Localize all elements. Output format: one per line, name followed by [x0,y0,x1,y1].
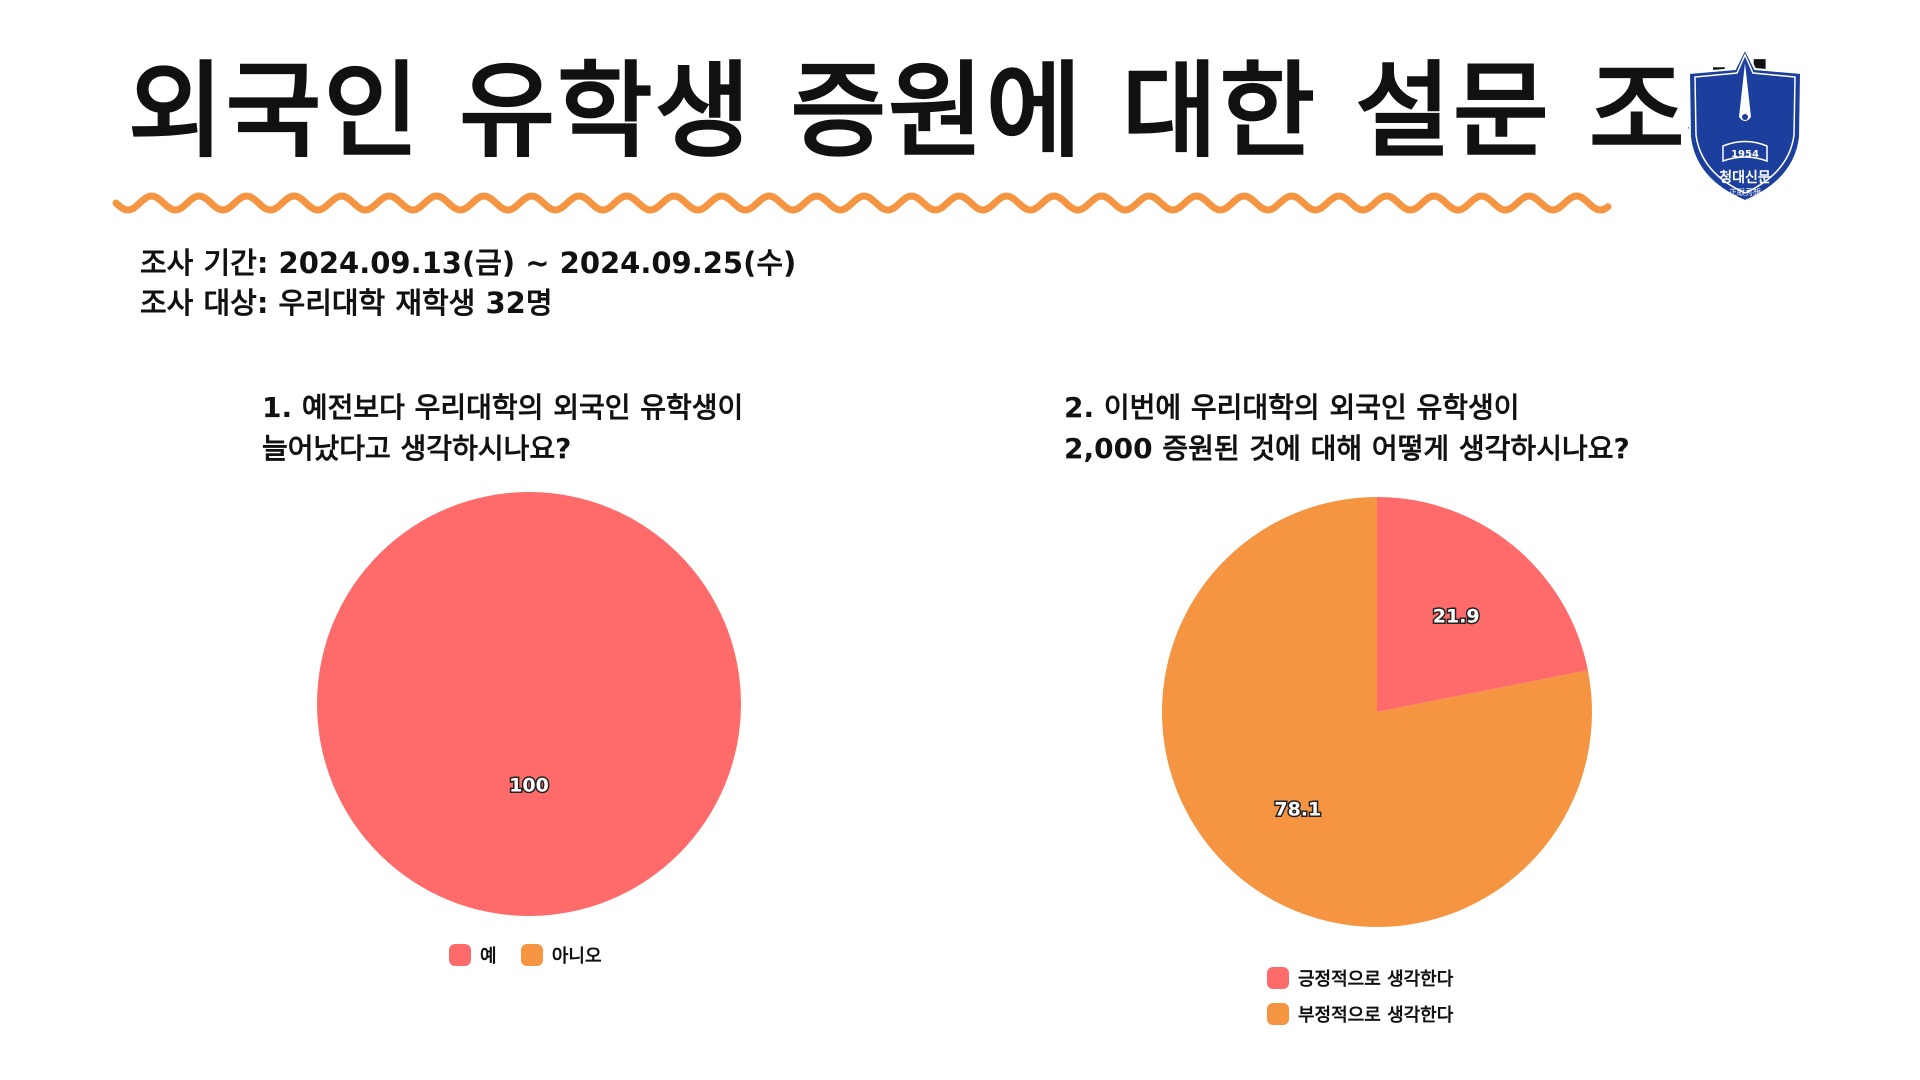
pen-nib-icon [1739,63,1751,121]
survey-period: 조사 기간: 2024.09.13(금) ~ 2024.09.25(수) [140,246,797,280]
chart1-legend: 예 아니오 [449,942,620,971]
chart1-title: 1. 예전보다 우리대학의 외국인 유학생이 늘어났다고 생각하시나요? [262,387,743,469]
legend-swatch-positive [1267,967,1289,989]
chart2-data-label-0: 21.9 [1433,606,1480,628]
survey-info: 조사 기간: 2024.09.13(금) ~ 2024.09.25(수) 조사 … [140,243,796,323]
chart2-title-line2: 2,000 증원된 것에 대해 어떻게 생각하시나요? [1064,432,1630,465]
legend-label-yes: 예 [480,946,497,967]
chart1-slice-0[interactable] [317,492,741,916]
legend-swatch-negative [1267,1003,1289,1025]
chart1-title-line1: 1. 예전보다 우리대학의 외국인 유학생이 [262,391,744,424]
legend-label-positive: 긍정적으로 생각한다 [1298,969,1454,990]
chart2-title-line1: 2. 이번에 우리대학의 외국인 유학생이 [1064,391,1520,424]
legend-item-no[interactable]: 아니오 [520,942,602,968]
legend-swatch-no [520,944,543,966]
chart2-slice-0[interactable] [1377,497,1588,712]
legend-swatch-yes [449,944,471,966]
chart2-title: 2. 이번에 우리대학의 외국인 유학생이 2,000 증원된 것에 대해 어떻… [1064,387,1630,469]
legend-item-yes[interactable]: 예 [449,942,497,968]
logo-year: 1954 [1731,149,1759,160]
legend-item-positive[interactable]: 긍정적으로 생각한다 [1267,965,1453,991]
newspaper-logo: 1954 청대신문 正眼秀想 [1687,46,1803,203]
chart1-data-label-0: 100 [509,775,549,797]
chart2-data-label-1: 78.1 [1274,798,1321,820]
chart2-slice-1[interactable] [1162,497,1592,927]
chart2-legend: 긍정적으로 생각한다 부정적으로 생각한다 [1267,965,1471,1037]
survey-target: 조사 대상: 우리대학 재학생 32명 [140,286,553,320]
legend-item-negative[interactable]: 부정적으로 생각한다 [1267,1001,1453,1027]
legend-label-negative: 부정적으로 생각한다 [1298,1005,1454,1026]
logo-name: 청대신문 [1719,170,1771,186]
logo-motto: 正眼秀想 [1729,187,1761,197]
chart1-title-line2: 늘어났다고 생각하시나요? [262,432,572,465]
legend-label-no: 아니오 [551,946,602,967]
shield-icon [1687,46,1803,203]
page-title: 외국인 유학생 증원에 대한 설문 조사 [128,50,1785,172]
wavy-divider [112,192,1612,214]
